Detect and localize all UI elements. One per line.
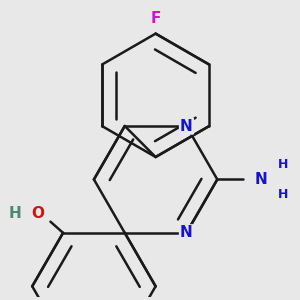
- Text: H: H: [278, 158, 288, 170]
- Text: H: H: [278, 188, 288, 201]
- Text: N: N: [180, 225, 193, 240]
- Text: H: H: [9, 206, 22, 221]
- Text: N: N: [254, 172, 267, 187]
- Text: F: F: [150, 11, 161, 26]
- Text: N: N: [180, 118, 193, 134]
- Text: O: O: [31, 206, 44, 221]
